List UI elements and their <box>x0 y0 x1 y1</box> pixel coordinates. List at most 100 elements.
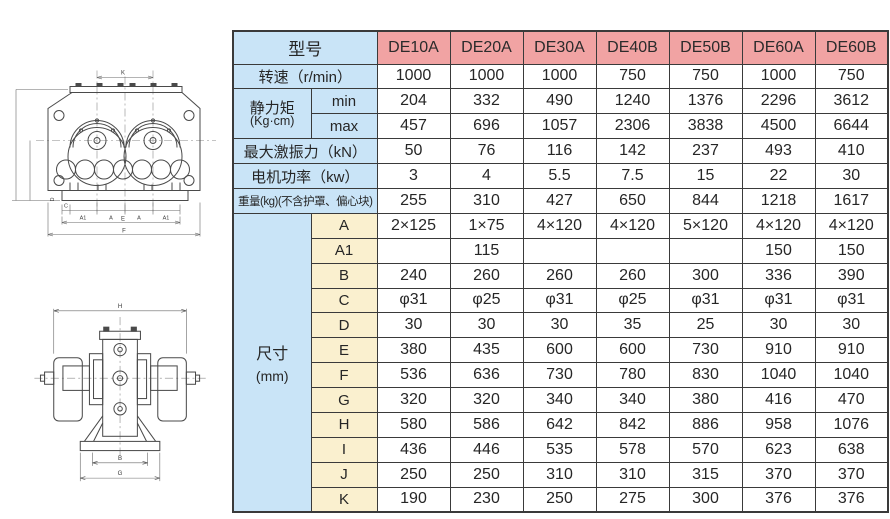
dim-value-cell: 320 <box>449 387 524 413</box>
min-value-cell: 3612 <box>814 88 889 115</box>
max-value-cell: 6644 <box>814 113 889 140</box>
table-row: K 190 230 250 275 300 376 376 <box>233 486 889 513</box>
dim-letter-cell: H <box>310 411 378 438</box>
dim-value-cell: 250 <box>376 461 451 488</box>
dim-label-b: B <box>118 455 122 462</box>
dim-label-g: G <box>118 470 123 477</box>
row-label-max: max <box>310 113 378 140</box>
table-row: 型号 DE10A DE20A DE30A DE40B DE50B DE60A DE60B <box>232 30 889 65</box>
spec-value-cell: 22 <box>741 163 816 189</box>
dim-value-cell: 260 <box>522 262 597 289</box>
speed-value-cell: 1000 <box>741 63 816 90</box>
table-row: A1 115 150 150 <box>233 237 889 264</box>
dim-label-a1-left: A1 <box>80 216 87 222</box>
dim-value-cell: 4×120 <box>595 212 670 239</box>
dim-value-cell: 30 <box>814 312 889 339</box>
spec-value-cell: 30 <box>814 163 889 189</box>
dim-value-cell: 30 <box>522 312 597 339</box>
dim-label-a-left: A <box>109 216 113 222</box>
spec-value-cell: 15 <box>668 163 743 189</box>
dim-letter-cell: A1 <box>310 237 378 264</box>
spec-value-cell: 844 <box>668 187 743 214</box>
front-view-svg: K D C A1 A A A1 E F <box>12 70 216 237</box>
dim-value-cell: 1040 <box>741 362 816 389</box>
dim-value-cell: 250 <box>522 486 597 513</box>
dim-value-cell: 35 <box>595 312 670 339</box>
dim-value-cell: 4×120 <box>522 212 597 239</box>
spec-value-cell: 1218 <box>741 187 816 214</box>
dim-value-cell: φ31 <box>522 287 597 314</box>
dim-value-cell: 570 <box>668 436 743 463</box>
drawing-front-view: K D C A1 A A A1 E F <box>2 50 232 260</box>
dim-value-cell: 642 <box>522 411 597 438</box>
spec-table-body: 型号 DE10A DE20A DE30A DE40B DE50B DE60A DE60B 转速（… <box>232 30 889 513</box>
table-row: 重量(kg)(不含护罩、偏心块) 255 310 427 650 844 1218 1617 <box>232 187 889 214</box>
spec-value-cell: 7.5 <box>595 163 670 189</box>
dim-value-cell: 435 <box>449 337 524 364</box>
dim-value-cell: 2×125 <box>376 212 451 239</box>
dim-value-cell: 376 <box>814 486 889 513</box>
spec-value-cell: 410 <box>814 138 889 165</box>
spec-value-cell: 1617 <box>814 187 889 214</box>
speed-value-cell: 750 <box>668 63 743 90</box>
spec-value-cell: 50 <box>376 138 451 165</box>
dim-letter-cell: K <box>310 486 378 513</box>
dim-value-cell: 958 <box>741 411 816 438</box>
speed-value-cell: 750 <box>814 63 889 90</box>
speed-value-cell: 1000 <box>376 63 451 90</box>
dim-value-cell <box>668 237 743 264</box>
dim-value-cell: 250 <box>449 461 524 488</box>
dim-value-cell: 150 <box>814 237 889 264</box>
dim-value-cell: 300 <box>668 262 743 289</box>
dim-letter-cell: G <box>310 387 378 413</box>
row-label-static-moment: 静力矩 (Kg·cm) <box>232 88 312 140</box>
dim-value-cell: 535 <box>522 436 597 463</box>
dim-value-cell: 910 <box>741 337 816 364</box>
dim-value-cell <box>376 237 451 264</box>
dim-value-cell: 586 <box>449 411 524 438</box>
table-row: E 380 435 600 600 730 910 910 <box>233 337 889 364</box>
table-row: 静力矩 (Kg·cm) min 204 332 490 1240 1376 2296 3612 <box>232 88 889 140</box>
dim-value-cell: 842 <box>595 411 670 438</box>
model-cell: DE60B <box>814 30 889 65</box>
dim-value-cell: 275 <box>595 486 670 513</box>
row-label: 最大激振力（kN） <box>232 138 378 165</box>
spec-value-cell: 255 <box>376 187 451 214</box>
dim-value-cell: 416 <box>741 387 816 413</box>
max-value-cell: 457 <box>376 113 451 140</box>
table-row: 尺寸 (mm) A 2×125 1×75 4×120 4×120 5×120 4×120 4×12… <box>232 212 889 513</box>
dim-value-cell: 230 <box>449 486 524 513</box>
spec-value-cell: 650 <box>595 187 670 214</box>
dim-value-cell: 536 <box>376 362 451 389</box>
dim-value-cell: 190 <box>376 486 451 513</box>
min-value-cell: 332 <box>449 88 524 115</box>
dim-value-cell: 730 <box>522 362 597 389</box>
dim-label-k: K <box>121 71 125 77</box>
row-label: 重量(kg)(不含护罩、偏心块) <box>232 187 378 214</box>
dim-letter-cell: J <box>310 461 378 488</box>
dim-value-cell: 1040 <box>814 362 889 389</box>
table-row: I 436 446 535 578 570 623 638 <box>233 436 889 463</box>
dim-value-cell: φ31 <box>814 287 889 314</box>
dim-value-cell: 886 <box>668 411 743 438</box>
dim-label-a1-right: A1 <box>163 216 170 222</box>
dim-value-cell: 376 <box>741 486 816 513</box>
table-row: G 320 320 340 340 380 416 470 <box>233 387 889 413</box>
dim-value-cell: 25 <box>668 312 743 339</box>
dim-value-cell: 623 <box>741 436 816 463</box>
dim-value-cell: 340 <box>522 387 597 413</box>
model-header-cell: 型号 <box>232 30 378 65</box>
max-value-cell: 1057 <box>522 113 597 140</box>
dim-value-cell: φ25 <box>595 287 670 314</box>
row-label-min: min <box>310 88 378 115</box>
dim-label-c: C <box>64 204 68 210</box>
spec-table: 型号 DE10A DE20A DE30A DE40B DE50B DE60A DE60B 转速（… <box>232 30 889 514</box>
dim-value-cell: 1×75 <box>449 212 524 239</box>
dimensions-label: 尺寸 (mm) <box>232 212 312 513</box>
max-value-cell: 696 <box>449 113 524 140</box>
table-row: H 580 586 642 842 886 958 1076 <box>233 411 889 438</box>
spec-value-cell: 142 <box>595 138 670 165</box>
dim-value-cell: φ31 <box>741 287 816 314</box>
dim-value-cell: 390 <box>814 262 889 289</box>
speed-value-cell: 750 <box>595 63 670 90</box>
